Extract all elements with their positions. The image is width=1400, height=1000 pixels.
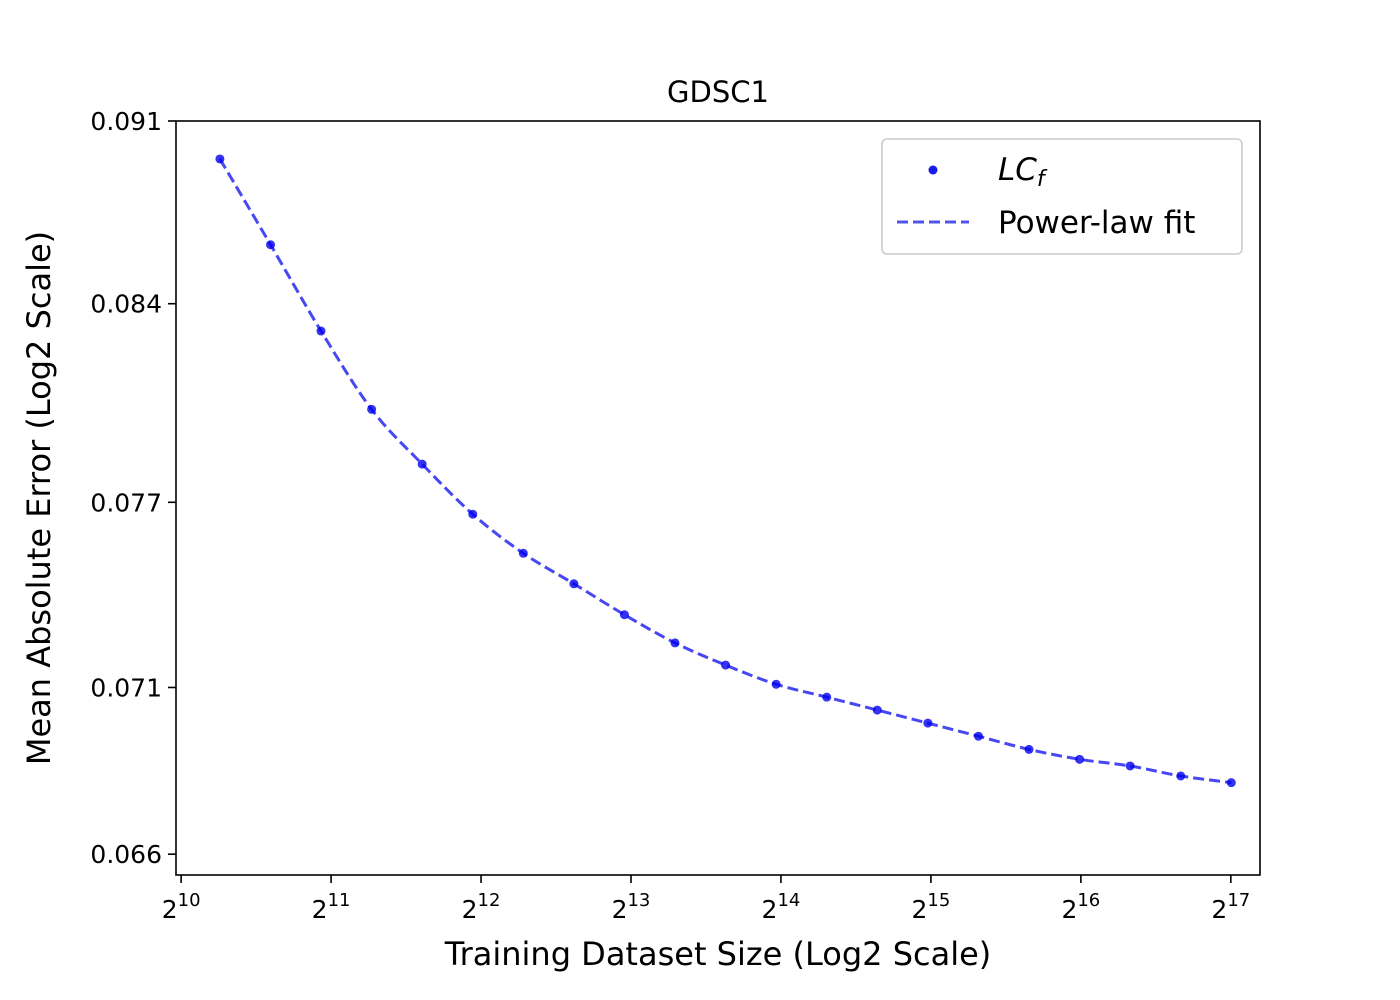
x-tick-exponent: 16 bbox=[1077, 890, 1100, 911]
series-line-power-law-fit bbox=[218, 158, 1232, 785]
x-tick-label: 217 bbox=[1211, 890, 1250, 924]
x-tick-exponent: 15 bbox=[927, 890, 950, 911]
x-tick-exponent: 12 bbox=[478, 890, 501, 911]
x-tick-base: 2 bbox=[912, 895, 928, 924]
data-point bbox=[1024, 744, 1034, 754]
y-tick-label: 0.084 bbox=[90, 290, 162, 319]
data-point bbox=[518, 548, 528, 558]
data-point bbox=[721, 660, 731, 670]
y-axis-title: Mean Absolute Error (Log2 Scale) bbox=[20, 231, 58, 765]
data-point bbox=[923, 718, 933, 728]
data-point bbox=[468, 509, 478, 519]
data-point bbox=[417, 459, 427, 469]
x-tick-label: 215 bbox=[912, 890, 951, 924]
x-tick-exponent: 11 bbox=[328, 890, 351, 911]
plot-area bbox=[215, 154, 1236, 788]
x-tick-base: 2 bbox=[162, 895, 178, 924]
legend-marker-points bbox=[928, 165, 938, 175]
x-tick-label: 213 bbox=[612, 890, 651, 924]
data-point bbox=[367, 404, 377, 414]
legend-label-points-sub: f bbox=[1037, 167, 1048, 192]
data-point bbox=[973, 731, 983, 741]
y-tick-label: 0.071 bbox=[90, 673, 162, 702]
y-tick-label: 0.066 bbox=[90, 840, 162, 869]
data-point bbox=[872, 705, 882, 715]
data-point bbox=[1125, 761, 1135, 771]
data-point bbox=[266, 240, 276, 250]
x-tick-base: 2 bbox=[462, 895, 478, 924]
plot-frame bbox=[175, 120, 1261, 876]
y-tick-label: 0.091 bbox=[90, 107, 162, 136]
x-axis-title: Training Dataset Size (Log2 Scale) bbox=[444, 935, 992, 973]
data-point bbox=[1075, 754, 1085, 764]
legend: LCf Power-law fit bbox=[881, 138, 1243, 255]
data-point bbox=[670, 638, 680, 648]
legend-label-points-main: LC bbox=[998, 152, 1037, 188]
legend-label-fit: Power-law fit bbox=[998, 205, 1195, 241]
x-tick-exponent: 17 bbox=[1227, 890, 1250, 911]
x-tick-label: 212 bbox=[462, 890, 501, 924]
data-point bbox=[1226, 778, 1236, 788]
data-point bbox=[619, 610, 629, 620]
x-tick-base: 2 bbox=[312, 895, 328, 924]
x-tick-label: 216 bbox=[1061, 890, 1100, 924]
x-tick-base: 2 bbox=[1061, 895, 1077, 924]
legend-label-points: LCf bbox=[998, 152, 1048, 192]
data-point bbox=[569, 579, 579, 589]
x-tick-exponent: 14 bbox=[777, 890, 800, 911]
chart-title: GDSC1 bbox=[667, 75, 769, 109]
x-tick-exponent: 13 bbox=[627, 890, 650, 911]
data-point bbox=[1176, 771, 1186, 781]
data-point bbox=[822, 692, 832, 702]
data-point bbox=[215, 154, 225, 164]
x-tick-base: 2 bbox=[762, 895, 778, 924]
legend-box bbox=[881, 138, 1243, 255]
x-tick-base: 2 bbox=[612, 895, 628, 924]
data-point bbox=[771, 679, 781, 689]
data-point bbox=[316, 326, 326, 336]
x-tick-exponent: 10 bbox=[178, 890, 201, 911]
x-tick-label: 211 bbox=[312, 890, 351, 924]
x-tick-label: 214 bbox=[762, 890, 801, 924]
y-tick-label: 0.077 bbox=[90, 488, 162, 517]
x-axis: 210 211 212 213 214 215 216 217 bbox=[162, 875, 1250, 924]
x-tick-base: 2 bbox=[1211, 895, 1227, 924]
x-tick-label: 210 bbox=[162, 890, 201, 924]
y-axis: 0.066 0.071 0.077 0.084 0.091 bbox=[90, 107, 176, 869]
